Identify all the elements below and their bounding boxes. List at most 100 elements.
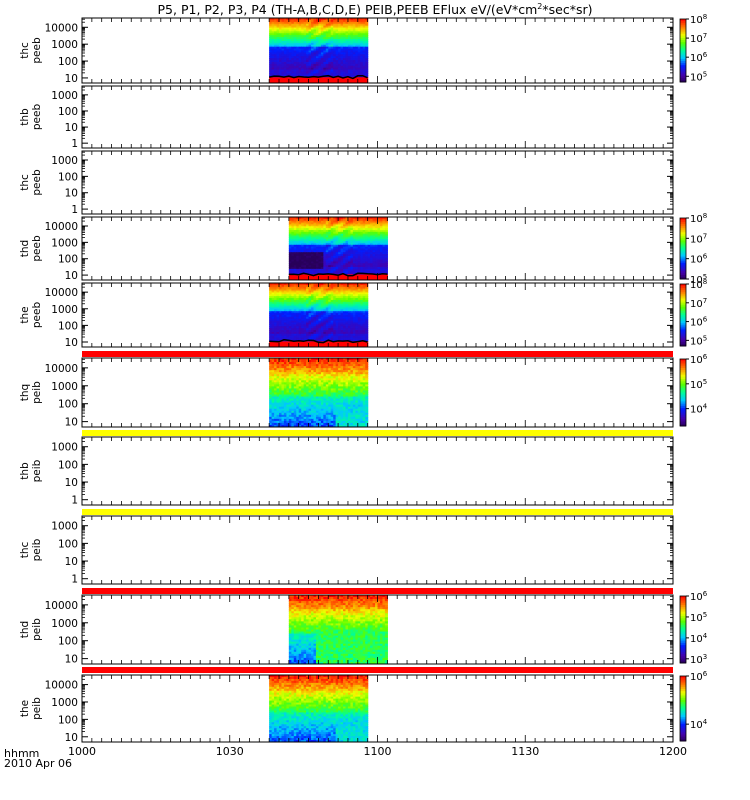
y-tick-label: 1000 bbox=[51, 237, 78, 249]
spectrogram-thd-peib bbox=[288, 595, 388, 664]
colorbar-tick-label: 107 bbox=[690, 297, 707, 310]
colorbar-tick-label: 107 bbox=[690, 32, 707, 45]
y-tick-label: 10 bbox=[65, 556, 78, 568]
spectrogram-thq-peib bbox=[269, 358, 369, 427]
y-tick-label: 10 bbox=[65, 122, 78, 134]
colorbar-tick-label: 104 bbox=[690, 403, 708, 416]
colorbar-tick-label: 108 bbox=[690, 13, 707, 26]
y-tick-label: 100 bbox=[58, 254, 78, 266]
spectrogram-the-peib bbox=[269, 675, 369, 742]
panel-label-probe: thd bbox=[19, 621, 31, 638]
chart-title: P5, P1, P2, P3, P4 (TH-A,B,C,D,E) PEIB,P… bbox=[0, 2, 750, 17]
y-tick-label: 1000 bbox=[51, 155, 78, 167]
panel-label-probe: thq bbox=[19, 384, 31, 401]
x-tick-label: 1130 bbox=[511, 745, 539, 758]
panel-label-probe: the bbox=[19, 700, 31, 717]
colorbar: 103 104 105 106 bbox=[679, 590, 708, 666]
y-tick-label: 100 bbox=[58, 171, 78, 183]
x-tick-label: 1000 bbox=[68, 745, 96, 758]
panel-thc-peeb: 1 10 100 1000 thc peeb bbox=[19, 150, 674, 216]
panel-label-probe: thb bbox=[19, 462, 31, 480]
panel-frame bbox=[81, 17, 674, 84]
flag-bar-red bbox=[82, 351, 673, 357]
colorbar: 105 106 107 108 bbox=[679, 212, 708, 286]
panel-label-probe: thc bbox=[19, 542, 31, 559]
time-axis-label: hhmm bbox=[4, 747, 40, 760]
colorbar-tick-label: 106 bbox=[690, 670, 708, 683]
panel-thc-peib: 1 10 100 1000 thc peib bbox=[19, 515, 674, 586]
y-tick-label: 10 bbox=[65, 477, 78, 489]
colorbar-tick-label: 104 bbox=[690, 632, 708, 645]
y-tick-label: 1000 bbox=[51, 697, 78, 709]
flag-bar-yellow bbox=[82, 509, 673, 515]
panel-frame bbox=[81, 282, 674, 348]
panel-frame bbox=[81, 436, 674, 506]
y-tick-label: 10 bbox=[65, 417, 78, 429]
panel-label-product: peeb bbox=[31, 37, 43, 64]
flag-bar-red bbox=[82, 667, 673, 673]
flag-bar-red bbox=[82, 588, 673, 594]
panel-thb-peib: 1 10 100 1000 thb peib bbox=[19, 436, 674, 507]
panel-frame bbox=[81, 674, 674, 743]
colorbar-tick-label: 103 bbox=[690, 653, 707, 666]
y-tick-label: 1000 bbox=[51, 381, 78, 393]
y-tick-label: 1000 bbox=[51, 618, 78, 630]
y-tick-label: 1000 bbox=[51, 39, 78, 51]
y-tick-label: 10000 bbox=[45, 600, 78, 612]
y-tick-label: 1000 bbox=[51, 90, 78, 102]
y-tick-label: 10000 bbox=[45, 221, 78, 233]
x-tick-label: 1200 bbox=[659, 745, 687, 758]
panel-label-product: peib bbox=[31, 697, 43, 720]
y-tick-label: 100 bbox=[58, 538, 78, 550]
spectrogram-thc-peeb bbox=[268, 18, 369, 83]
panel-label-product: peib bbox=[31, 538, 43, 561]
panel-thc-peeb: 10 100 1000 10000 thc peeb 105 106 107 108 bbox=[19, 13, 708, 85]
colorbar-tick-label: 105 bbox=[690, 70, 707, 83]
panel-label-product: peeb bbox=[31, 302, 43, 329]
panel-label-product: peeb bbox=[31, 235, 43, 262]
colorbar-tick-label: 106 bbox=[690, 316, 708, 329]
date-label: 2010 Apr 06 bbox=[4, 757, 73, 770]
potential-line bbox=[269, 339, 368, 344]
y-tick-label: 1000 bbox=[51, 442, 78, 454]
y-tick-label: 10 bbox=[65, 732, 78, 744]
y-tick-label: 10 bbox=[65, 188, 78, 200]
colorbar-tick-label: 106 bbox=[690, 590, 708, 603]
panel-the-peib: 10 100 1000 10000 the peib 104 106 bbox=[19, 670, 708, 744]
title-superscript: 2 bbox=[537, 2, 543, 11]
panel-thd-peeb: 10 100 1000 10000 thd peeb 105 106 107 108 bbox=[19, 212, 708, 286]
colorbar-tick-label: 108 bbox=[690, 278, 707, 291]
y-tick-label: 10 bbox=[65, 337, 78, 349]
spectrogram-thd-peeb bbox=[288, 217, 388, 280]
y-tick-label: 10000 bbox=[45, 287, 78, 299]
spectrogram-the-peeb bbox=[269, 283, 369, 347]
colorbar: 104 106 bbox=[679, 670, 708, 742]
y-tick-label: 1000 bbox=[51, 521, 78, 533]
colorbar-tick-label: 106 bbox=[690, 51, 708, 64]
y-tick-label: 10 bbox=[65, 654, 78, 666]
y-tick-label: 1 bbox=[71, 574, 78, 586]
y-tick-label: 1 bbox=[71, 204, 78, 216]
colorbar-tick-label: 108 bbox=[690, 212, 707, 225]
colorbar-tick-label: 105 bbox=[690, 611, 707, 624]
colorbar-tick-label: 106 bbox=[690, 253, 708, 266]
colorbar: 104 105 106 bbox=[679, 353, 708, 427]
colorbar-tick-label: 105 bbox=[690, 334, 707, 347]
flag-bar-yellow bbox=[82, 430, 673, 436]
panel-label-product: peeb bbox=[31, 104, 43, 131]
y-tick-label: 100 bbox=[58, 636, 78, 648]
y-tick-label: 1 bbox=[71, 495, 78, 507]
y-tick-label: 100 bbox=[58, 106, 78, 118]
panel-label-product: peib bbox=[31, 618, 43, 641]
title-text: P5, P1, P2, P3, P4 (TH-A,B,C,D,E) PEIB,P… bbox=[157, 2, 538, 18]
panel-label-product: peeb bbox=[31, 169, 43, 196]
panel-label-product: peib bbox=[31, 381, 43, 404]
x-tick-label: 1030 bbox=[216, 745, 244, 758]
potential-line bbox=[288, 272, 388, 277]
colorbar: 105 106 107 108 bbox=[679, 13, 708, 83]
panel-label-probe: thb bbox=[19, 108, 31, 126]
panel-frame bbox=[81, 515, 674, 585]
colorbar-tick-label: 104 bbox=[690, 718, 708, 731]
colorbar: 105 106 107 108 bbox=[679, 278, 708, 347]
